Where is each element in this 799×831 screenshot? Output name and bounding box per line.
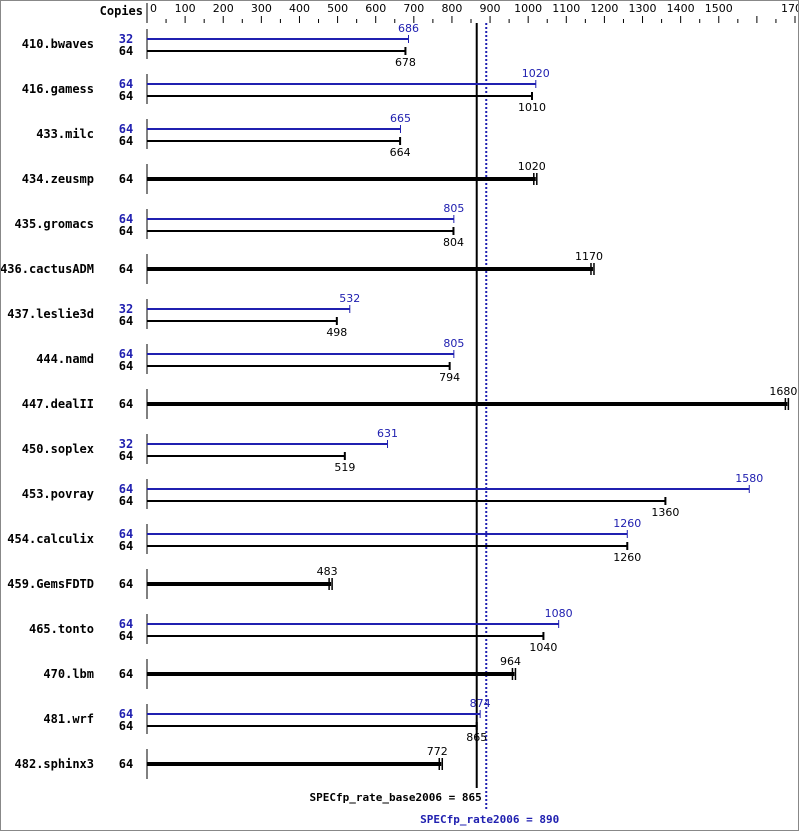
peak-copies: 64 bbox=[119, 77, 133, 91]
x-tick-label: 700 bbox=[403, 2, 424, 15]
base-copies: 64 bbox=[119, 172, 133, 186]
base-copies: 64 bbox=[119, 262, 133, 276]
base-value-label: 678 bbox=[395, 56, 416, 69]
peak-value-label: 1080 bbox=[545, 607, 573, 620]
x-tick-label: 1200 bbox=[590, 2, 618, 15]
base-value-label: 1170 bbox=[575, 250, 603, 263]
x-tick-label: 600 bbox=[365, 2, 386, 15]
base-copies: 64 bbox=[119, 629, 133, 643]
x-tick-label: 1000 bbox=[514, 2, 542, 15]
benchmark-name: 459.GemsFDTD bbox=[7, 577, 94, 591]
benchmark-name: 444.namd bbox=[36, 352, 94, 366]
base-value-label: 483 bbox=[317, 565, 338, 578]
base-copies: 64 bbox=[119, 134, 133, 148]
peak-value-label: 805 bbox=[443, 202, 464, 215]
peak-value-label: 665 bbox=[390, 112, 411, 125]
peak-copies: 32 bbox=[119, 32, 133, 46]
benchmark-name: 416.gamess bbox=[22, 82, 94, 96]
benchmark-name: 481.wrf bbox=[43, 712, 94, 726]
base-value-label: 772 bbox=[427, 745, 448, 758]
benchmark-name: 465.tonto bbox=[29, 622, 94, 636]
benchmark-name: 470.lbm bbox=[43, 667, 94, 681]
base-copies: 64 bbox=[119, 577, 133, 591]
x-tick-label: 1700 bbox=[781, 2, 798, 15]
peak-copies: 32 bbox=[119, 302, 133, 316]
benchmark-name: 436.cactusADM bbox=[1, 262, 94, 276]
x-tick-label: 300 bbox=[251, 2, 272, 15]
peak-value-label: 1260 bbox=[613, 517, 641, 530]
base-copies: 64 bbox=[119, 224, 133, 238]
peak-value-label: 1020 bbox=[522, 67, 550, 80]
base-copies: 64 bbox=[119, 359, 133, 373]
base-copies: 64 bbox=[119, 44, 133, 58]
benchmark-name: 453.povray bbox=[22, 487, 94, 501]
peak-copies: 64 bbox=[119, 527, 133, 541]
x-tick-label: 100 bbox=[175, 2, 196, 15]
peak-copies: 64 bbox=[119, 707, 133, 721]
base-value-label: 794 bbox=[439, 371, 460, 384]
base-value-label: 964 bbox=[500, 655, 521, 668]
x-tick-label: 1500 bbox=[705, 2, 733, 15]
peak-value-label: 1580 bbox=[735, 472, 763, 485]
peak-value-label: 686 bbox=[398, 22, 419, 35]
base-value-label: 1020 bbox=[518, 160, 546, 173]
base-copies: 64 bbox=[119, 397, 133, 411]
base-copies: 64 bbox=[119, 314, 133, 328]
benchmark-name: 450.soplex bbox=[22, 442, 94, 456]
base-value-label: 498 bbox=[326, 326, 347, 339]
peak-copies: 64 bbox=[119, 482, 133, 496]
base-mean-label: SPECfp_rate_base2006 = 865 bbox=[310, 791, 482, 804]
base-value-label: 1360 bbox=[651, 506, 679, 519]
base-copies: 64 bbox=[119, 719, 133, 733]
base-copies: 64 bbox=[119, 89, 133, 103]
peak-copies: 64 bbox=[119, 347, 133, 361]
base-copies: 64 bbox=[119, 494, 133, 508]
base-value-label: 519 bbox=[334, 461, 355, 474]
base-value-label: 1260 bbox=[613, 551, 641, 564]
x-tick-label: 200 bbox=[213, 2, 234, 15]
peak-copies: 64 bbox=[119, 617, 133, 631]
x-tick-label: 1100 bbox=[552, 2, 580, 15]
peak-value-label: 805 bbox=[443, 337, 464, 350]
copies-header: Copies bbox=[100, 4, 143, 18]
peak-value-label: 874 bbox=[470, 697, 491, 710]
base-value-label: 664 bbox=[390, 146, 411, 159]
base-copies: 64 bbox=[119, 757, 133, 771]
benchmark-name: 410.bwaves bbox=[22, 37, 94, 51]
peak-value-label: 532 bbox=[339, 292, 360, 305]
base-value-label: 1040 bbox=[529, 641, 557, 654]
benchmark-name: 437.leslie3d bbox=[7, 307, 94, 321]
benchmark-name: 447.dealII bbox=[22, 397, 94, 411]
benchmark-name: 434.zeusmp bbox=[22, 172, 94, 186]
base-value-label: 1010 bbox=[518, 101, 546, 114]
base-value-label: 804 bbox=[443, 236, 464, 249]
base-copies: 64 bbox=[119, 539, 133, 553]
benchmark-name: 482.sphinx3 bbox=[15, 757, 94, 771]
base-value-label: 1680 bbox=[769, 385, 797, 398]
base-copies: 64 bbox=[119, 667, 133, 681]
x-tick-label: 0 bbox=[150, 2, 157, 15]
benchmark-name: 435.gromacs bbox=[15, 217, 94, 231]
benchmark-name: 454.calculix bbox=[7, 532, 94, 546]
x-tick-label: 1300 bbox=[629, 2, 657, 15]
x-tick-label: 900 bbox=[480, 2, 501, 15]
peak-copies: 32 bbox=[119, 437, 133, 451]
peak-copies: 64 bbox=[119, 212, 133, 226]
x-tick-label: 1400 bbox=[667, 2, 695, 15]
x-tick-label: 500 bbox=[327, 2, 348, 15]
peak-value-label: 631 bbox=[377, 427, 398, 440]
x-tick-label: 400 bbox=[289, 2, 310, 15]
x-tick-label: 800 bbox=[441, 2, 462, 15]
peak-mean-label: SPECfp_rate2006 = 890 bbox=[420, 813, 559, 826]
benchmark-name: 433.milc bbox=[36, 127, 94, 141]
base-value-label: 865 bbox=[466, 731, 487, 744]
base-copies: 64 bbox=[119, 449, 133, 463]
peak-copies: 64 bbox=[119, 122, 133, 136]
